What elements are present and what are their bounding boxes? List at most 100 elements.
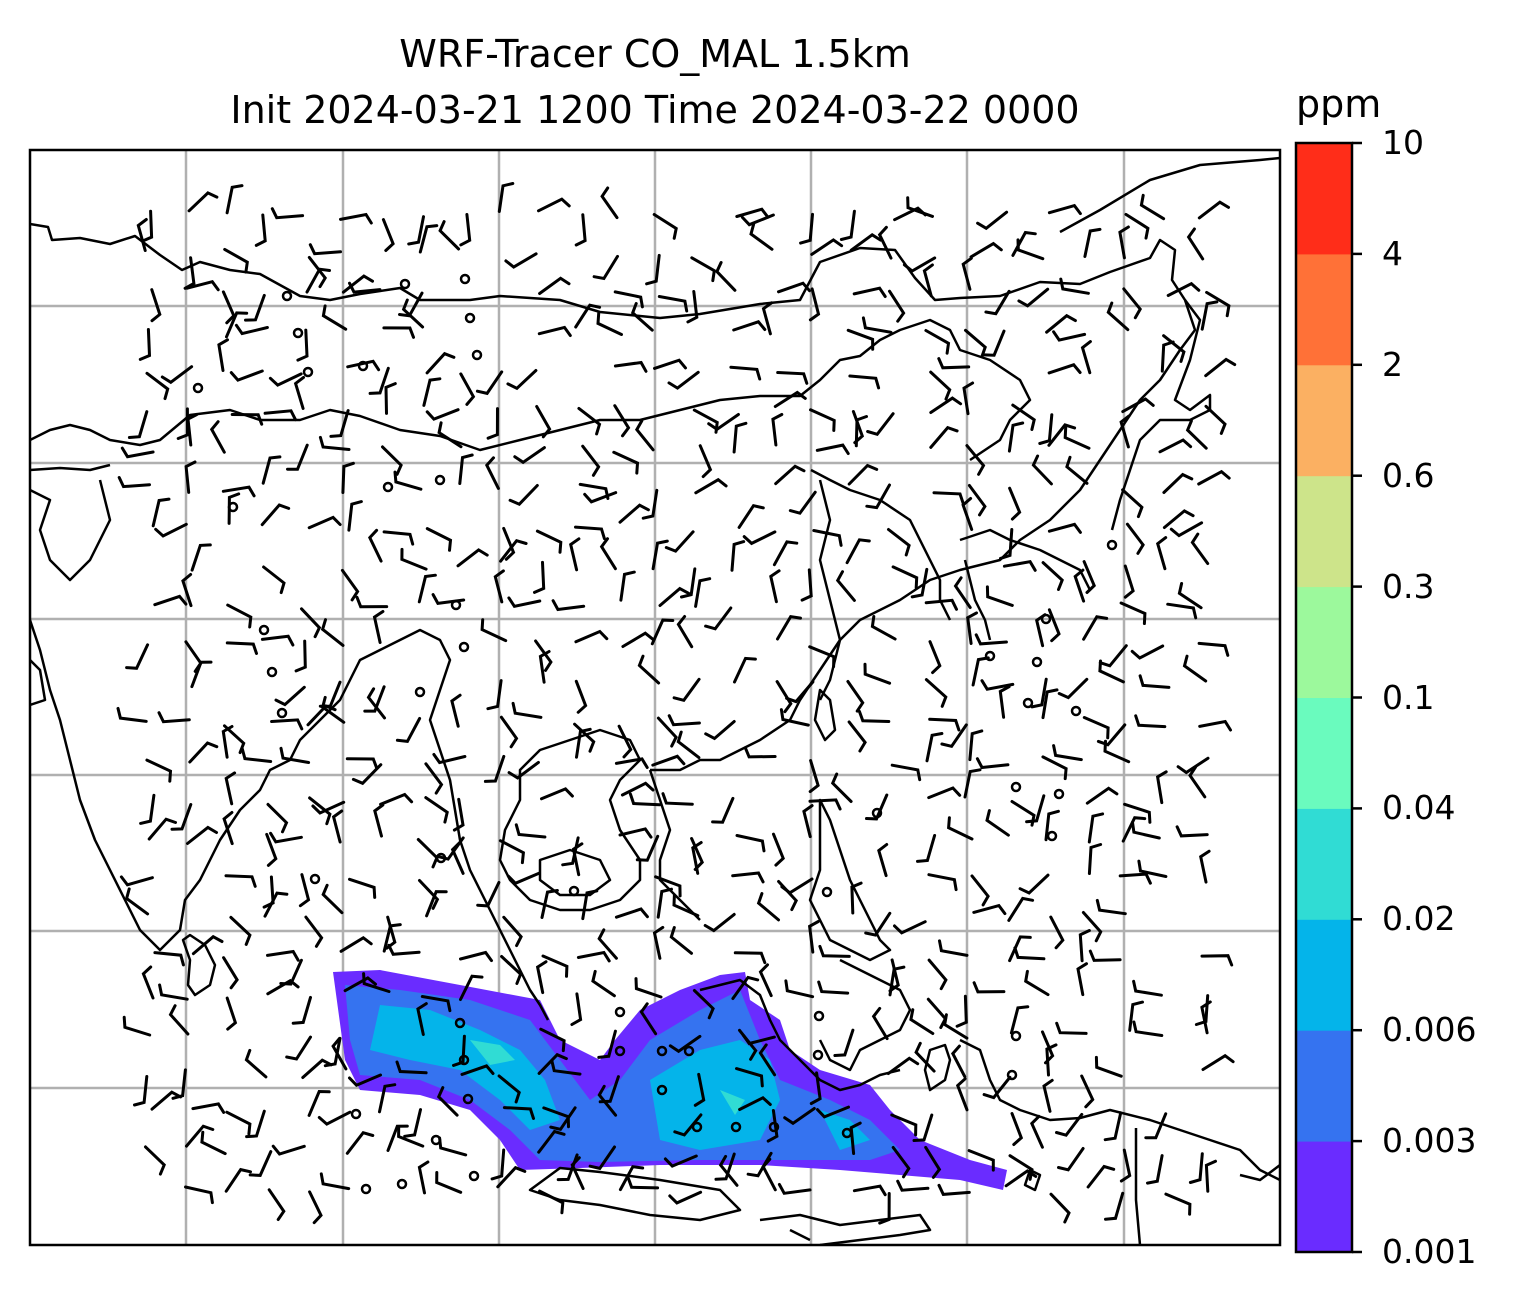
wind-barb xyxy=(372,610,385,644)
wind-barb xyxy=(425,527,453,552)
wind-barb xyxy=(267,1188,286,1221)
calm-marker xyxy=(614,1045,626,1057)
wind-barb xyxy=(896,1179,930,1192)
wind-barb xyxy=(537,1052,568,1075)
wind-barb xyxy=(141,965,155,1000)
wind-barb xyxy=(962,381,975,416)
wind-barb xyxy=(634,419,655,452)
calm-marker xyxy=(471,349,483,361)
wind-barb xyxy=(418,224,439,254)
wind-barb xyxy=(972,981,1006,994)
wind-barb xyxy=(848,374,881,390)
wind-barb xyxy=(657,295,689,313)
wind-barb xyxy=(1073,568,1086,603)
wind-barb xyxy=(254,213,267,247)
wind-barb xyxy=(854,415,868,448)
wind-barb xyxy=(1085,786,1119,805)
wind-barb xyxy=(970,874,990,907)
calm-marker xyxy=(1070,705,1082,717)
wind-barb xyxy=(577,406,602,436)
wind-barb xyxy=(969,241,1003,259)
wind-barb xyxy=(1044,809,1060,842)
wind-barb xyxy=(809,1071,822,1105)
wind-barb xyxy=(975,757,1010,770)
calm-marker xyxy=(1010,781,1022,793)
wind-barb xyxy=(667,370,700,390)
wind-barb xyxy=(731,871,765,884)
wind-barb xyxy=(639,1002,658,1036)
wind-barb xyxy=(1024,969,1050,997)
wind-barb xyxy=(1083,227,1102,258)
wind-barb xyxy=(888,289,906,323)
wind-barb xyxy=(1188,765,1207,799)
wind-barb xyxy=(690,256,716,283)
colorbar-tick-label: 0.6 xyxy=(1382,455,1435,495)
wind-barb xyxy=(262,565,286,595)
wind-barb xyxy=(535,405,552,439)
wind-barb xyxy=(932,491,965,505)
wind-barb xyxy=(229,915,252,946)
wind-barb xyxy=(263,891,289,918)
wind-barb xyxy=(416,838,439,869)
wind-barb xyxy=(628,792,661,807)
wind-barb xyxy=(1132,1020,1164,1037)
wind-barb xyxy=(234,323,269,336)
wind-barb xyxy=(772,832,785,867)
wind-barb xyxy=(265,832,278,867)
wind-barb xyxy=(1057,677,1089,700)
wind-barb xyxy=(938,939,969,957)
wind-barb xyxy=(307,515,342,530)
wind-barb xyxy=(145,758,173,783)
wind-barb xyxy=(418,879,440,910)
wind-barb xyxy=(694,477,728,495)
wind-barb xyxy=(667,714,701,727)
wind-barb xyxy=(808,798,842,811)
wind-barb xyxy=(618,503,650,524)
calm-marker xyxy=(350,1108,362,1120)
calm-marker xyxy=(813,1010,825,1022)
calm-marker xyxy=(459,273,471,285)
calm-marker xyxy=(276,707,288,719)
colorbar-segment xyxy=(1296,253,1352,366)
wind-barb xyxy=(191,1102,226,1114)
wind-barb xyxy=(619,570,636,602)
wind-barb xyxy=(852,286,887,298)
wind-barb xyxy=(1086,1164,1116,1189)
wind-barb xyxy=(784,979,815,999)
wind-barb xyxy=(355,595,389,609)
wind-barb xyxy=(617,724,633,759)
wind-barb xyxy=(407,215,425,246)
wind-barb xyxy=(450,841,465,875)
wind-barb xyxy=(846,680,865,713)
wind-barb xyxy=(307,1089,331,1117)
wind-barb xyxy=(1030,677,1048,709)
wind-barb xyxy=(347,500,363,532)
wind-barb xyxy=(459,372,476,406)
wind-barb xyxy=(1098,659,1125,684)
wind-barb xyxy=(476,881,501,908)
wind-barb xyxy=(153,951,185,967)
wind-barb xyxy=(244,1048,268,1079)
wind-barb xyxy=(663,1154,698,1168)
wind-barb xyxy=(756,892,780,922)
wind-barb xyxy=(571,842,584,877)
wind-barb xyxy=(279,746,311,764)
wind-barb xyxy=(240,747,273,763)
wind-barb xyxy=(1182,654,1208,683)
colorbar-segment xyxy=(1296,143,1352,255)
colorbar-tick-label: 0.02 xyxy=(1382,899,1456,939)
wind-barb xyxy=(1123,564,1135,599)
wind-barb xyxy=(922,263,934,298)
wind-barb xyxy=(597,928,618,960)
wind-barb xyxy=(400,547,428,571)
wind-barb xyxy=(266,949,300,962)
calm-marker xyxy=(984,650,996,662)
wind-barb xyxy=(694,577,712,608)
wind-barb xyxy=(703,912,736,933)
wind-barb xyxy=(1045,313,1077,334)
wind-barb xyxy=(925,732,944,763)
wind-barb xyxy=(153,594,188,607)
wind-barb xyxy=(1017,287,1050,308)
wind-barb xyxy=(269,831,303,844)
